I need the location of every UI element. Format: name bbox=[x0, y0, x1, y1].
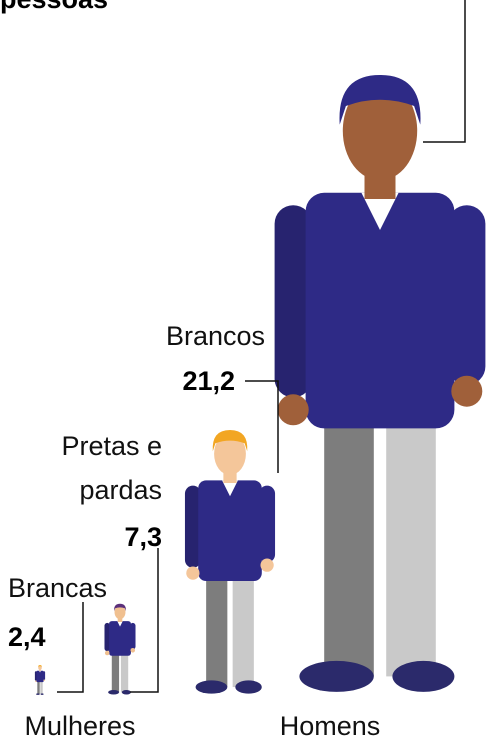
shoe bbox=[122, 690, 131, 695]
leg bbox=[40, 681, 42, 695]
leg bbox=[112, 651, 119, 692]
person-figure bbox=[275, 75, 486, 692]
value-label: 2,4 bbox=[8, 622, 46, 653]
person-figure bbox=[185, 430, 275, 694]
hand bbox=[43, 680, 45, 682]
leader-line bbox=[57, 602, 83, 692]
category-label: Pretas e pardas bbox=[32, 424, 162, 512]
hand bbox=[278, 394, 309, 425]
leg bbox=[206, 568, 227, 687]
chart bbox=[0, 0, 487, 745]
value-label: 21,2 bbox=[182, 366, 235, 397]
leg bbox=[386, 397, 436, 676]
shoe bbox=[196, 680, 228, 693]
leg bbox=[121, 651, 128, 692]
value-label: 7,3 bbox=[124, 522, 162, 553]
shoe bbox=[235, 680, 261, 693]
leg bbox=[233, 568, 254, 687]
shoe bbox=[392, 661, 454, 692]
leader-line bbox=[130, 548, 158, 692]
leg bbox=[324, 397, 374, 676]
shoe bbox=[41, 693, 44, 695]
person-figure bbox=[104, 604, 135, 695]
hand bbox=[35, 680, 37, 682]
leader-line bbox=[245, 381, 278, 473]
hand bbox=[186, 566, 199, 579]
shoe bbox=[108, 690, 119, 695]
hand bbox=[130, 648, 135, 653]
annotation: pessoas bbox=[0, 0, 108, 15]
hand bbox=[451, 376, 482, 407]
category-label: Brancas bbox=[8, 566, 107, 610]
leader-line bbox=[423, 0, 465, 142]
person-figure bbox=[35, 665, 45, 695]
group-label: Mulheres bbox=[24, 704, 135, 745]
shoe bbox=[36, 693, 40, 695]
hand bbox=[105, 651, 110, 656]
infographic: pessoas Brancas 2,4 Pretas e pardas 7,3 Branc… bbox=[0, 0, 487, 745]
leg bbox=[37, 681, 39, 695]
hand bbox=[260, 559, 273, 572]
shoe bbox=[299, 661, 373, 692]
category-label: Brancos bbox=[166, 314, 265, 358]
group-label: Homens bbox=[280, 704, 381, 745]
